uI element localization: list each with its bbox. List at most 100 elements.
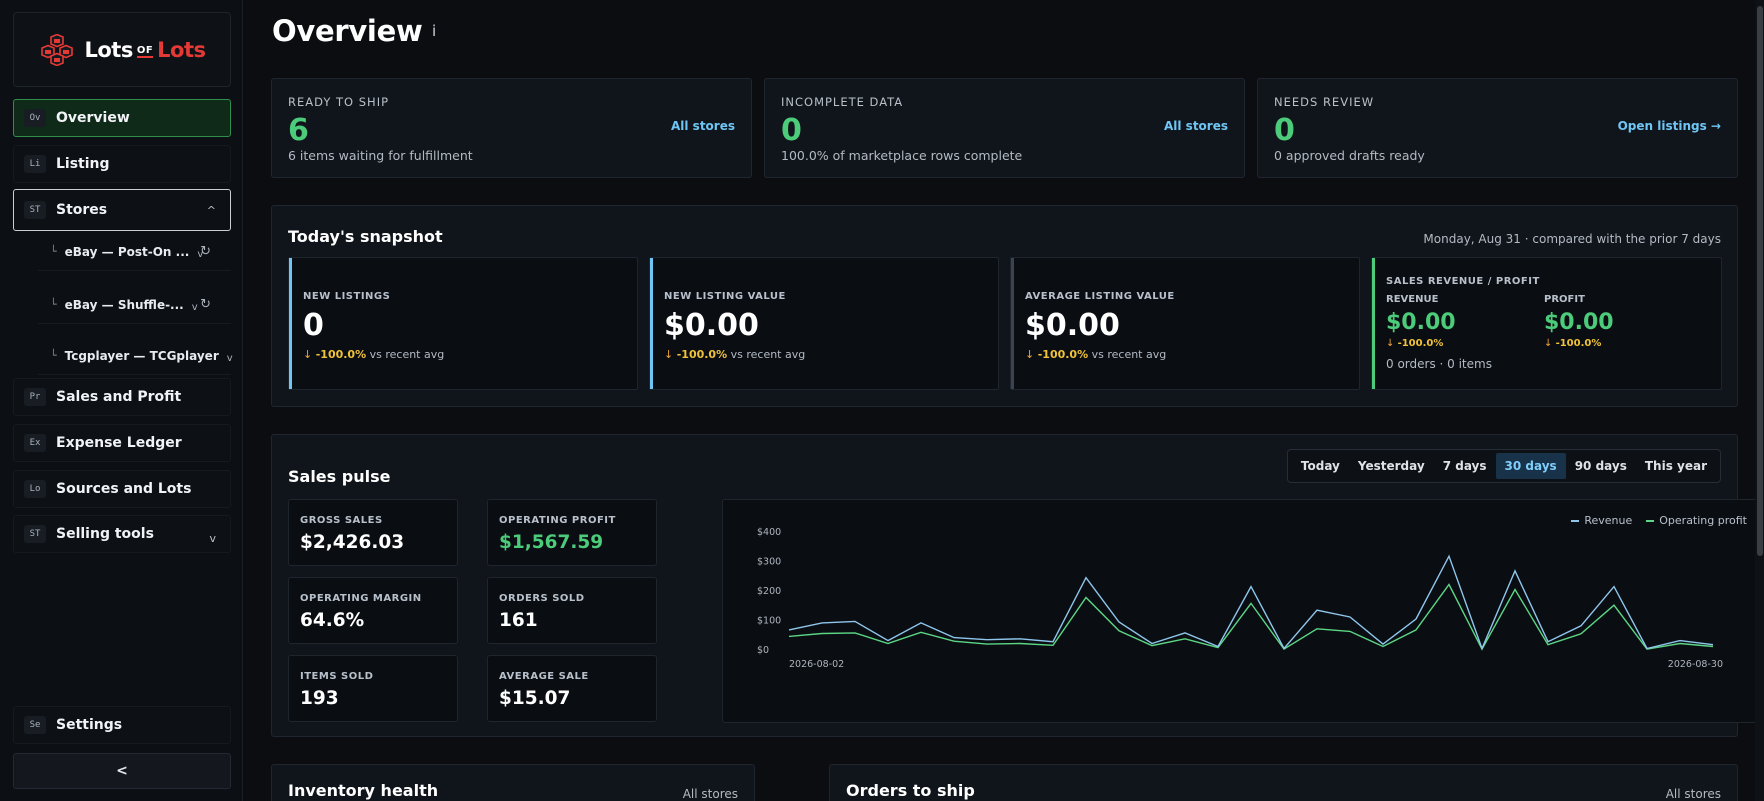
nav-item-sources-and-lots[interactable]: Lo Sources and Lots — [13, 470, 231, 508]
delta-percent: -100.0% — [1555, 338, 1602, 349]
brand-logo[interactable]: Lots OF Lots — [13, 12, 231, 87]
brand-part3: Lots — [157, 37, 206, 62]
tile-label: NEW LISTING VALUE — [664, 291, 786, 302]
y-tick-label: $100 — [757, 616, 781, 627]
stat-label: AVERAGE SALE — [499, 671, 589, 682]
x-tick-label: 2026-08-30 — [1668, 659, 1723, 670]
delta-percent: -100.0% — [315, 348, 367, 361]
chevron-down-icon[interactable]: v — [226, 353, 233, 364]
tile-value: $0.00 — [664, 308, 759, 343]
store-item-ebay-shuffle[interactable]: └ eBay — Shuffle-... v ↻ — [38, 286, 231, 324]
range-90-days-button[interactable]: 90 days — [1574, 459, 1627, 473]
range-today-button[interactable]: Today — [1300, 459, 1340, 473]
kpi-subtext: 100.0% of marketplace rows complete — [781, 148, 1023, 163]
accent-bar — [1011, 258, 1014, 389]
listing-icon: Li — [24, 155, 46, 173]
accent-bar — [289, 258, 292, 389]
chevron-down-icon[interactable]: v — [197, 249, 204, 260]
nav-item-selling-tools[interactable]: ST Selling tools v — [13, 515, 231, 553]
store-label: eBay — Shuffle-... — [64, 297, 184, 312]
y-tick-label: $200 — [757, 586, 781, 597]
range-this-year-button[interactable]: This year — [1644, 459, 1707, 473]
crate-logo-icon — [41, 33, 74, 66]
inventory-all-stores-link[interactable]: All stores — [682, 787, 738, 801]
tile-delta: ↓ -100.0% vs recent avg — [303, 348, 444, 361]
range-30-days-button[interactable]: 30 days — [1495, 453, 1566, 479]
all-stores-link[interactable]: All stores — [670, 119, 735, 133]
legend-swatch — [1571, 520, 1580, 522]
expense-icon: Ex — [24, 434, 46, 452]
legend-item-revenue[interactable]: Revenue — [1571, 514, 1632, 527]
kpi-label: INCOMPLETE DATA — [781, 95, 904, 109]
stat-value: 64.6% — [300, 610, 365, 631]
kpi-value: 6 — [288, 113, 309, 148]
nav-item-settings[interactable]: Se Settings — [13, 706, 231, 744]
open-listings-link[interactable]: Open listings → — [1617, 119, 1721, 133]
nav-item-overview[interactable]: Ov Overview — [13, 99, 231, 137]
store-label: Tcgplayer — TCGplayer — [64, 348, 219, 363]
sales-icon: Pr — [24, 388, 46, 406]
tile-label: AVERAGE LISTING VALUE — [1025, 291, 1175, 302]
overview-icon: Ov — [24, 109, 46, 127]
y-tick-label: $0 — [757, 645, 769, 656]
profit-value: $0.00 — [1544, 310, 1614, 335]
orders-to-ship-panel: Orders to ship All stores — [829, 764, 1738, 801]
nav-item-stores[interactable]: ST Stores ^ — [13, 189, 231, 231]
stat-label: OPERATING MARGIN — [300, 593, 422, 604]
chevron-up-icon: ^ — [206, 203, 216, 217]
kpi-label: NEEDS REVIEW — [1274, 95, 1375, 109]
profit-delta: ↓ -100.0% — [1544, 338, 1601, 349]
page-title: Overview — [272, 14, 423, 48]
chevron-down-icon[interactable]: v — [191, 302, 198, 313]
main-content: Overview i READY TO SHIP 6 6 items waiti… — [243, 0, 1764, 801]
range-7-days-button[interactable]: 7 days — [1442, 459, 1487, 473]
nav-label-expense: Expense Ledger — [56, 435, 182, 451]
kpi-value: 0 — [1274, 113, 1295, 148]
scrollbar-thumb[interactable] — [1757, 6, 1763, 556]
legend-label: Revenue — [1584, 514, 1633, 527]
tile-delta: ↓ -100.0% vs recent avg — [664, 348, 805, 361]
nav-label-sales: Sales and Profit — [56, 389, 182, 405]
page-scrollbar[interactable] — [1755, 0, 1764, 801]
date-range-selector: Today Yesterday 7 days 30 days 90 days T… — [1286, 449, 1721, 483]
tile-value: $0.00 — [1025, 308, 1120, 343]
stat-value: $2,426.03 — [300, 532, 405, 553]
orders-all-stores-link[interactable]: All stores — [1665, 787, 1721, 801]
nav-item-expense-ledger[interactable]: Ex Expense Ledger — [13, 424, 231, 462]
revenue-value: $0.00 — [1386, 310, 1456, 335]
store-item-ebay-post-on[interactable]: └ eBay — Post-On ... v ↻ — [38, 233, 231, 271]
collapse-sidebar-button[interactable]: < — [13, 753, 231, 789]
tile-value: 0 — [303, 308, 324, 343]
brand-part2: OF — [136, 45, 154, 58]
kpi-subtext: 6 items waiting for fulfillment — [288, 148, 473, 163]
kpi-ready-to-ship: READY TO SHIP 6 6 items waiting for fulf… — [271, 78, 752, 178]
stat-average-sale: AVERAGE SALE $15.07 — [487, 655, 657, 722]
todays-snapshot-panel: Today's snapshot Monday, Aug 31 · compar… — [271, 205, 1738, 407]
kpi-label: READY TO SHIP — [288, 95, 390, 109]
store-item-tcgplayer[interactable]: └ Tcgplayer — TCGplayer v — [38, 337, 233, 375]
nav-item-sales-and-profit[interactable]: Pr Sales and Profit — [13, 378, 231, 416]
chart-series — [788, 554, 1714, 651]
delta-caption: vs recent avg — [730, 348, 806, 361]
profit-label: PROFIT — [1544, 294, 1585, 305]
stat-operating-margin: OPERATING MARGIN 64.6% — [288, 577, 458, 644]
series-line-operating-profit[interactable] — [788, 583, 1714, 651]
store-label: eBay — Post-On ... — [64, 244, 190, 259]
sidebar: Lots OF Lots Ov Overview Li Listing ST Sto… — [0, 0, 243, 801]
info-icon[interactable]: i — [432, 22, 437, 40]
legend-item-operating-profit[interactable]: Operating profit — [1646, 514, 1747, 527]
stat-gross-sales: GROSS SALES $2,426.03 — [288, 499, 458, 566]
x-tick-label: 2026-08-02 — [789, 659, 844, 670]
sales-revenue-profit-tile: SALES REVENUE / PROFIT REVENUE $0.00 ↓ -… — [1371, 257, 1722, 390]
all-stores-link[interactable]: All stores — [1163, 119, 1228, 133]
arrow-down-icon: ↓ — [664, 348, 674, 361]
nav-item-listing[interactable]: Li Listing — [13, 145, 231, 183]
snapshot-title: Today's snapshot — [288, 227, 443, 246]
stat-value: 161 — [499, 610, 538, 631]
sync-icon[interactable]: ↻ — [200, 297, 211, 312]
sync-icon[interactable]: ↻ — [200, 244, 211, 259]
range-yesterday-button[interactable]: Yesterday — [1357, 459, 1425, 473]
nav-label-sources: Sources and Lots — [56, 481, 192, 497]
series-line-revenue[interactable] — [788, 554, 1714, 651]
